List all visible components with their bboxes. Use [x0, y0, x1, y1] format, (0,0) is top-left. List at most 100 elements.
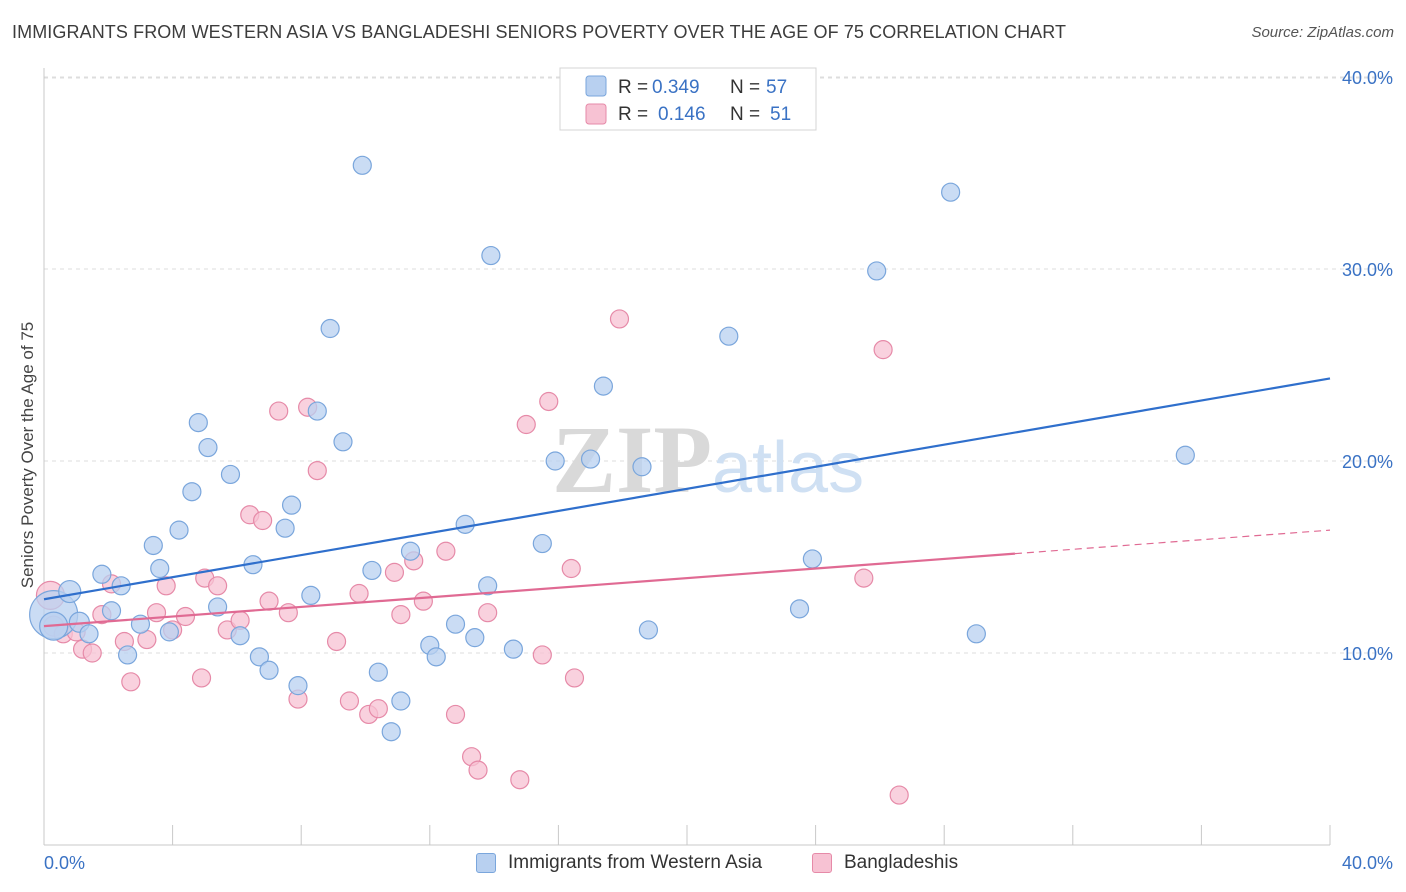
watermark-zip: ZIP: [552, 406, 712, 513]
western-asia-point: [208, 597, 228, 617]
western-asia-point: [545, 451, 565, 471]
legend-n-label-2: N =: [730, 104, 760, 125]
legend-label-western-asia: Immigrants from Western Asia: [508, 852, 763, 873]
bangladeshis-point: [445, 704, 466, 725]
zipatlas-watermark: ZIP atlas: [552, 406, 864, 513]
bangladeshis-point: [564, 668, 585, 688]
bangladeshis-point: [889, 785, 909, 805]
western-asia-point: [719, 326, 739, 346]
legend-r-label-1: R =: [618, 77, 648, 98]
western-asia-point: [445, 614, 466, 634]
bangladeshis-point: [259, 591, 279, 611]
bangladeshis-point: [349, 583, 369, 604]
legend-r-value-2: 0.146: [658, 104, 706, 125]
trend-lines: [43, 377, 1331, 628]
western-asia-point: [941, 182, 961, 202]
bangladeshis-point: [873, 340, 893, 360]
western-asia-point: [368, 662, 388, 682]
y-axis-label: Seniors Poverty Over the Age of 75: [18, 322, 37, 588]
bangladeshis-point: [516, 414, 536, 435]
bangladeshis-points: [35, 309, 909, 805]
watermark-atlas: atlas: [712, 428, 864, 508]
western-asia-point: [532, 533, 552, 554]
bangladeshis-point: [208, 576, 228, 596]
western-asia-point: [632, 457, 652, 477]
western-asia-point: [150, 558, 170, 579]
bangladeshis-point: [468, 760, 488, 780]
western-asia-point: [400, 541, 421, 561]
western-asia-point: [159, 622, 179, 642]
western-asia-point: [352, 155, 372, 175]
bangladeshis-point: [307, 461, 327, 481]
legend-swatch-western-asia: [476, 853, 496, 873]
western-asia-point: [593, 376, 614, 396]
western-asia-point: [638, 620, 659, 640]
bangladeshis-point: [436, 541, 456, 561]
western-asia-point: [333, 432, 353, 452]
western-asia-point: [188, 413, 208, 433]
western-asia-point: [478, 576, 498, 596]
bangladeshis-point: [253, 510, 273, 531]
y-tick-label: 40.0%: [1342, 68, 1393, 88]
western-asia-point: [966, 624, 986, 644]
bangladeshis-point: [121, 672, 141, 692]
western-asia-point: [198, 437, 218, 458]
western-asia-point: [381, 722, 401, 742]
legend-r-value-1: 0.349: [652, 77, 700, 98]
western-asia-point: [307, 401, 327, 421]
western-asia-point: [391, 691, 411, 711]
legend-label-bangladeshis: Bangladeshis: [844, 852, 959, 873]
bangladeshis-point: [82, 643, 102, 663]
western-asia-point: [259, 660, 279, 680]
y-tick-label: 30.0%: [1342, 260, 1393, 280]
western-asia-point: [169, 520, 189, 540]
western-asia-point: [117, 645, 138, 665]
bangladeshis-point: [326, 631, 347, 652]
legend-item-bangladeshis[interactable]: Bangladeshis: [812, 852, 958, 874]
bangladeshis-point: [478, 603, 498, 623]
western-asia-point: [230, 626, 250, 646]
bangladeshis-point: [532, 645, 552, 665]
western-asia-point: [320, 318, 340, 339]
western-asia-point: [92, 564, 112, 584]
bangladeshis-point: [561, 558, 581, 579]
legend-item-western-asia[interactable]: Immigrants from Western Asia: [476, 852, 762, 874]
x-tick-label: 0.0%: [44, 853, 85, 873]
legend-n-label-1: N =: [730, 77, 760, 98]
y-tick-label: 20.0%: [1342, 452, 1393, 472]
bangladeshis-point: [191, 668, 212, 688]
legend-r-label-2: R =: [618, 104, 648, 125]
western-asia-point: [220, 464, 241, 485]
bangladeshis-point: [413, 591, 433, 611]
western-asia-point: [249, 647, 270, 667]
axis-layer: [43, 68, 1331, 846]
western-asia-points: [29, 155, 1195, 742]
western-asia-point: [503, 639, 523, 659]
x-tick-label: 40.0%: [1342, 853, 1393, 873]
western-asia-point: [101, 601, 122, 621]
legend-bottom: Immigrants from Western Asia Bangladeshi…: [0, 850, 1406, 880]
legend-n-value-1: 57: [766, 77, 787, 98]
pink-trend-line-dashed: [1014, 529, 1331, 555]
bangladeshis-point: [384, 562, 405, 582]
western-asia-point: [79, 624, 99, 644]
legend-swatch-bangladeshis: [812, 853, 832, 873]
western-asia-point: [143, 535, 163, 556]
bangladeshis-point: [339, 691, 360, 711]
legend-top: R = 0.349 N = 57 R = 0.146 N = 51: [559, 67, 817, 131]
chart-title: IMMIGRANTS FROM WESTERN ASIA VS BANGLADE…: [12, 22, 1067, 42]
bangladeshis-point: [854, 568, 874, 588]
western-asia-point: [182, 482, 202, 502]
western-asia-point: [455, 514, 475, 534]
legend-swatch-blue: [585, 75, 607, 97]
western-asia-point: [58, 579, 82, 604]
western-asia-point: [481, 245, 501, 266]
bangladeshis-point: [391, 604, 411, 625]
western-asia-point: [867, 261, 887, 281]
western-asia-point: [580, 449, 601, 469]
western-asia-point: [465, 628, 485, 648]
western-asia-point: [802, 549, 822, 569]
pink-trend-line: [43, 552, 1016, 628]
western-asia-point: [281, 495, 302, 515]
